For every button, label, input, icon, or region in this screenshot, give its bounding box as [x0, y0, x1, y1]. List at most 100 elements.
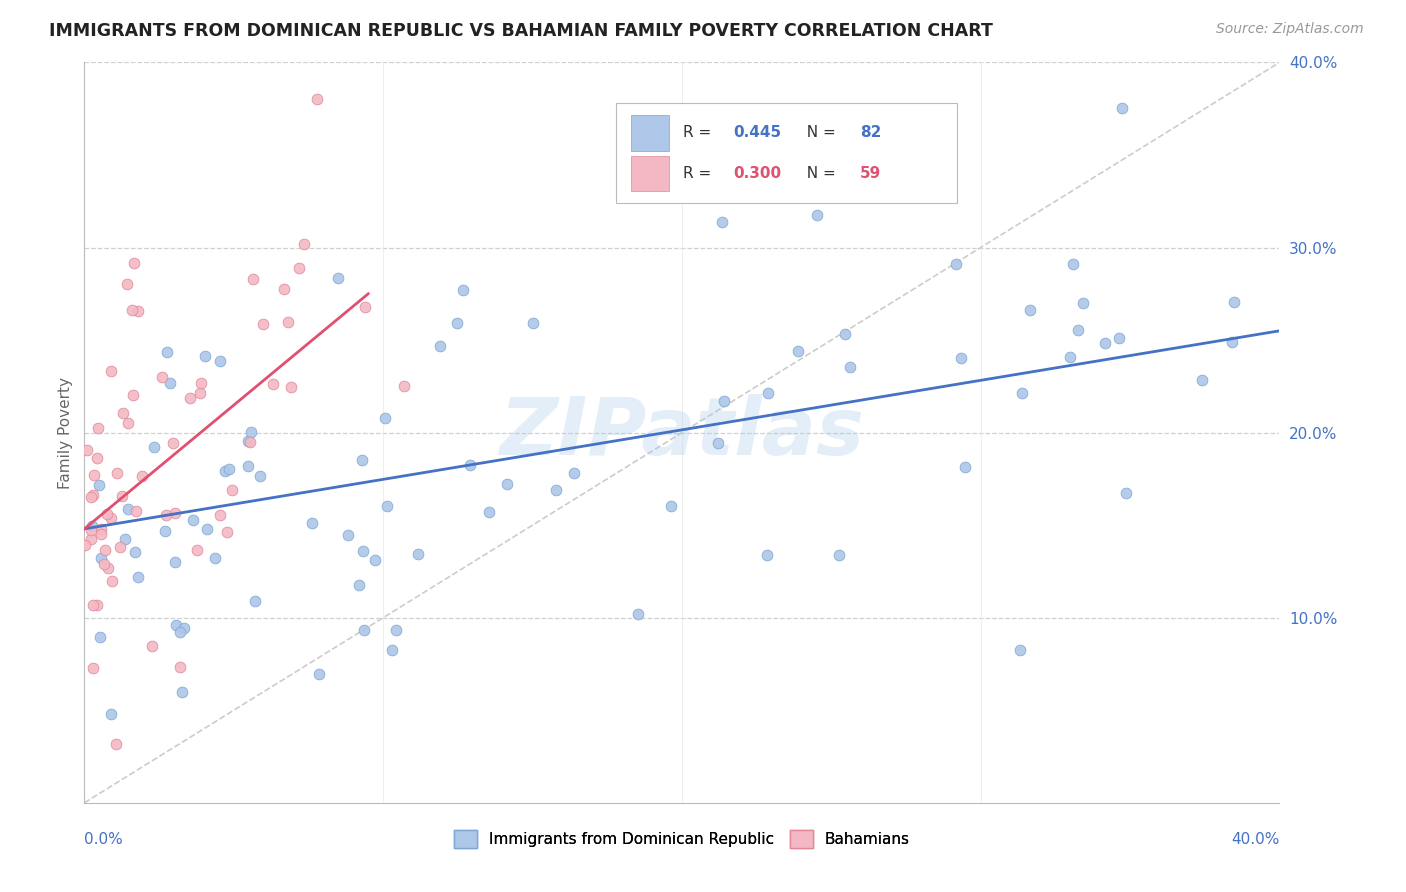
Point	[214, 464, 236, 478]
Point	[93, 557, 115, 571]
Text: 0.445: 0.445	[734, 125, 782, 140]
Point	[1066, 323, 1088, 337]
Point	[115, 277, 138, 292]
Text: IMMIGRANTS FROM DOMINICAN REPUBLIC VS BAHAMIAN FAMILY POVERTY CORRELATION CHART: IMMIGRANTS FROM DOMINICAN REPUBLIC VS BA…	[49, 22, 993, 40]
Point	[125, 503, 148, 517]
Point	[446, 316, 468, 330]
Point	[787, 343, 810, 358]
Point	[839, 359, 862, 374]
Point	[496, 477, 519, 491]
Point	[155, 508, 177, 522]
Point	[392, 379, 415, 393]
Point	[87, 420, 110, 434]
Point	[350, 452, 373, 467]
Point	[236, 459, 259, 474]
Point	[90, 523, 112, 537]
Point	[1073, 295, 1095, 310]
Point	[122, 256, 145, 270]
Point	[1019, 303, 1042, 318]
Text: Source: ZipAtlas.com: Source: ZipAtlas.com	[1216, 22, 1364, 37]
FancyBboxPatch shape	[616, 103, 957, 203]
Point	[76, 442, 98, 457]
Point	[460, 458, 482, 472]
Point	[756, 386, 779, 401]
Point	[429, 339, 451, 353]
Point	[169, 624, 191, 639]
Point	[1223, 295, 1246, 310]
Text: 40.0%: 40.0%	[1232, 832, 1279, 847]
Point	[406, 548, 429, 562]
Text: R =: R =	[683, 166, 716, 181]
Point	[169, 660, 191, 674]
Point	[181, 513, 204, 527]
Point	[94, 543, 117, 558]
Point	[242, 271, 264, 285]
Point	[352, 543, 374, 558]
Point	[215, 524, 238, 539]
Point	[1108, 331, 1130, 345]
Point	[1111, 101, 1133, 115]
Point	[131, 468, 153, 483]
Point	[834, 326, 856, 341]
Text: N =: N =	[797, 166, 841, 181]
Point	[100, 511, 122, 525]
Point	[121, 387, 143, 401]
Point	[173, 621, 195, 635]
Point	[105, 737, 128, 751]
Point	[1115, 485, 1137, 500]
Point	[384, 623, 406, 637]
Point	[208, 354, 231, 368]
Text: ZIPatlas: ZIPatlas	[499, 393, 865, 472]
Point	[280, 379, 302, 393]
Point	[179, 391, 201, 405]
Point	[236, 434, 259, 448]
Point	[710, 215, 733, 229]
Point	[546, 483, 568, 497]
Point	[82, 661, 104, 675]
Point	[112, 406, 135, 420]
Point	[949, 351, 972, 365]
Point	[953, 460, 976, 475]
Point	[121, 303, 143, 318]
Point	[707, 436, 730, 450]
Point	[89, 630, 111, 644]
Point	[1059, 350, 1081, 364]
Point	[273, 282, 295, 296]
Point	[165, 555, 187, 569]
Point	[451, 283, 474, 297]
Point	[381, 643, 404, 657]
Point	[627, 607, 650, 621]
Point	[124, 544, 146, 558]
Point	[659, 500, 682, 514]
Point	[162, 435, 184, 450]
Text: R =: R =	[683, 125, 716, 140]
Point	[127, 570, 149, 584]
Point	[277, 315, 299, 329]
Text: 0.0%: 0.0%	[84, 832, 124, 847]
Point	[288, 260, 311, 275]
Point	[172, 685, 194, 699]
Point	[240, 425, 263, 439]
Point	[150, 369, 173, 384]
Point	[80, 532, 103, 546]
Point	[143, 440, 166, 454]
Point	[117, 502, 139, 516]
Point	[186, 542, 208, 557]
Point	[194, 350, 217, 364]
Point	[375, 500, 398, 514]
Point	[90, 527, 112, 541]
Point	[90, 550, 112, 565]
Point	[100, 364, 122, 378]
Point	[204, 551, 226, 566]
Point	[209, 508, 232, 523]
Point	[353, 623, 375, 637]
Point	[100, 706, 122, 721]
Point	[188, 386, 211, 401]
Point	[96, 508, 118, 522]
Point	[195, 522, 218, 536]
Point	[75, 538, 97, 552]
Point	[86, 450, 108, 465]
Point	[301, 516, 323, 530]
Point	[105, 466, 128, 480]
Point	[354, 300, 377, 314]
